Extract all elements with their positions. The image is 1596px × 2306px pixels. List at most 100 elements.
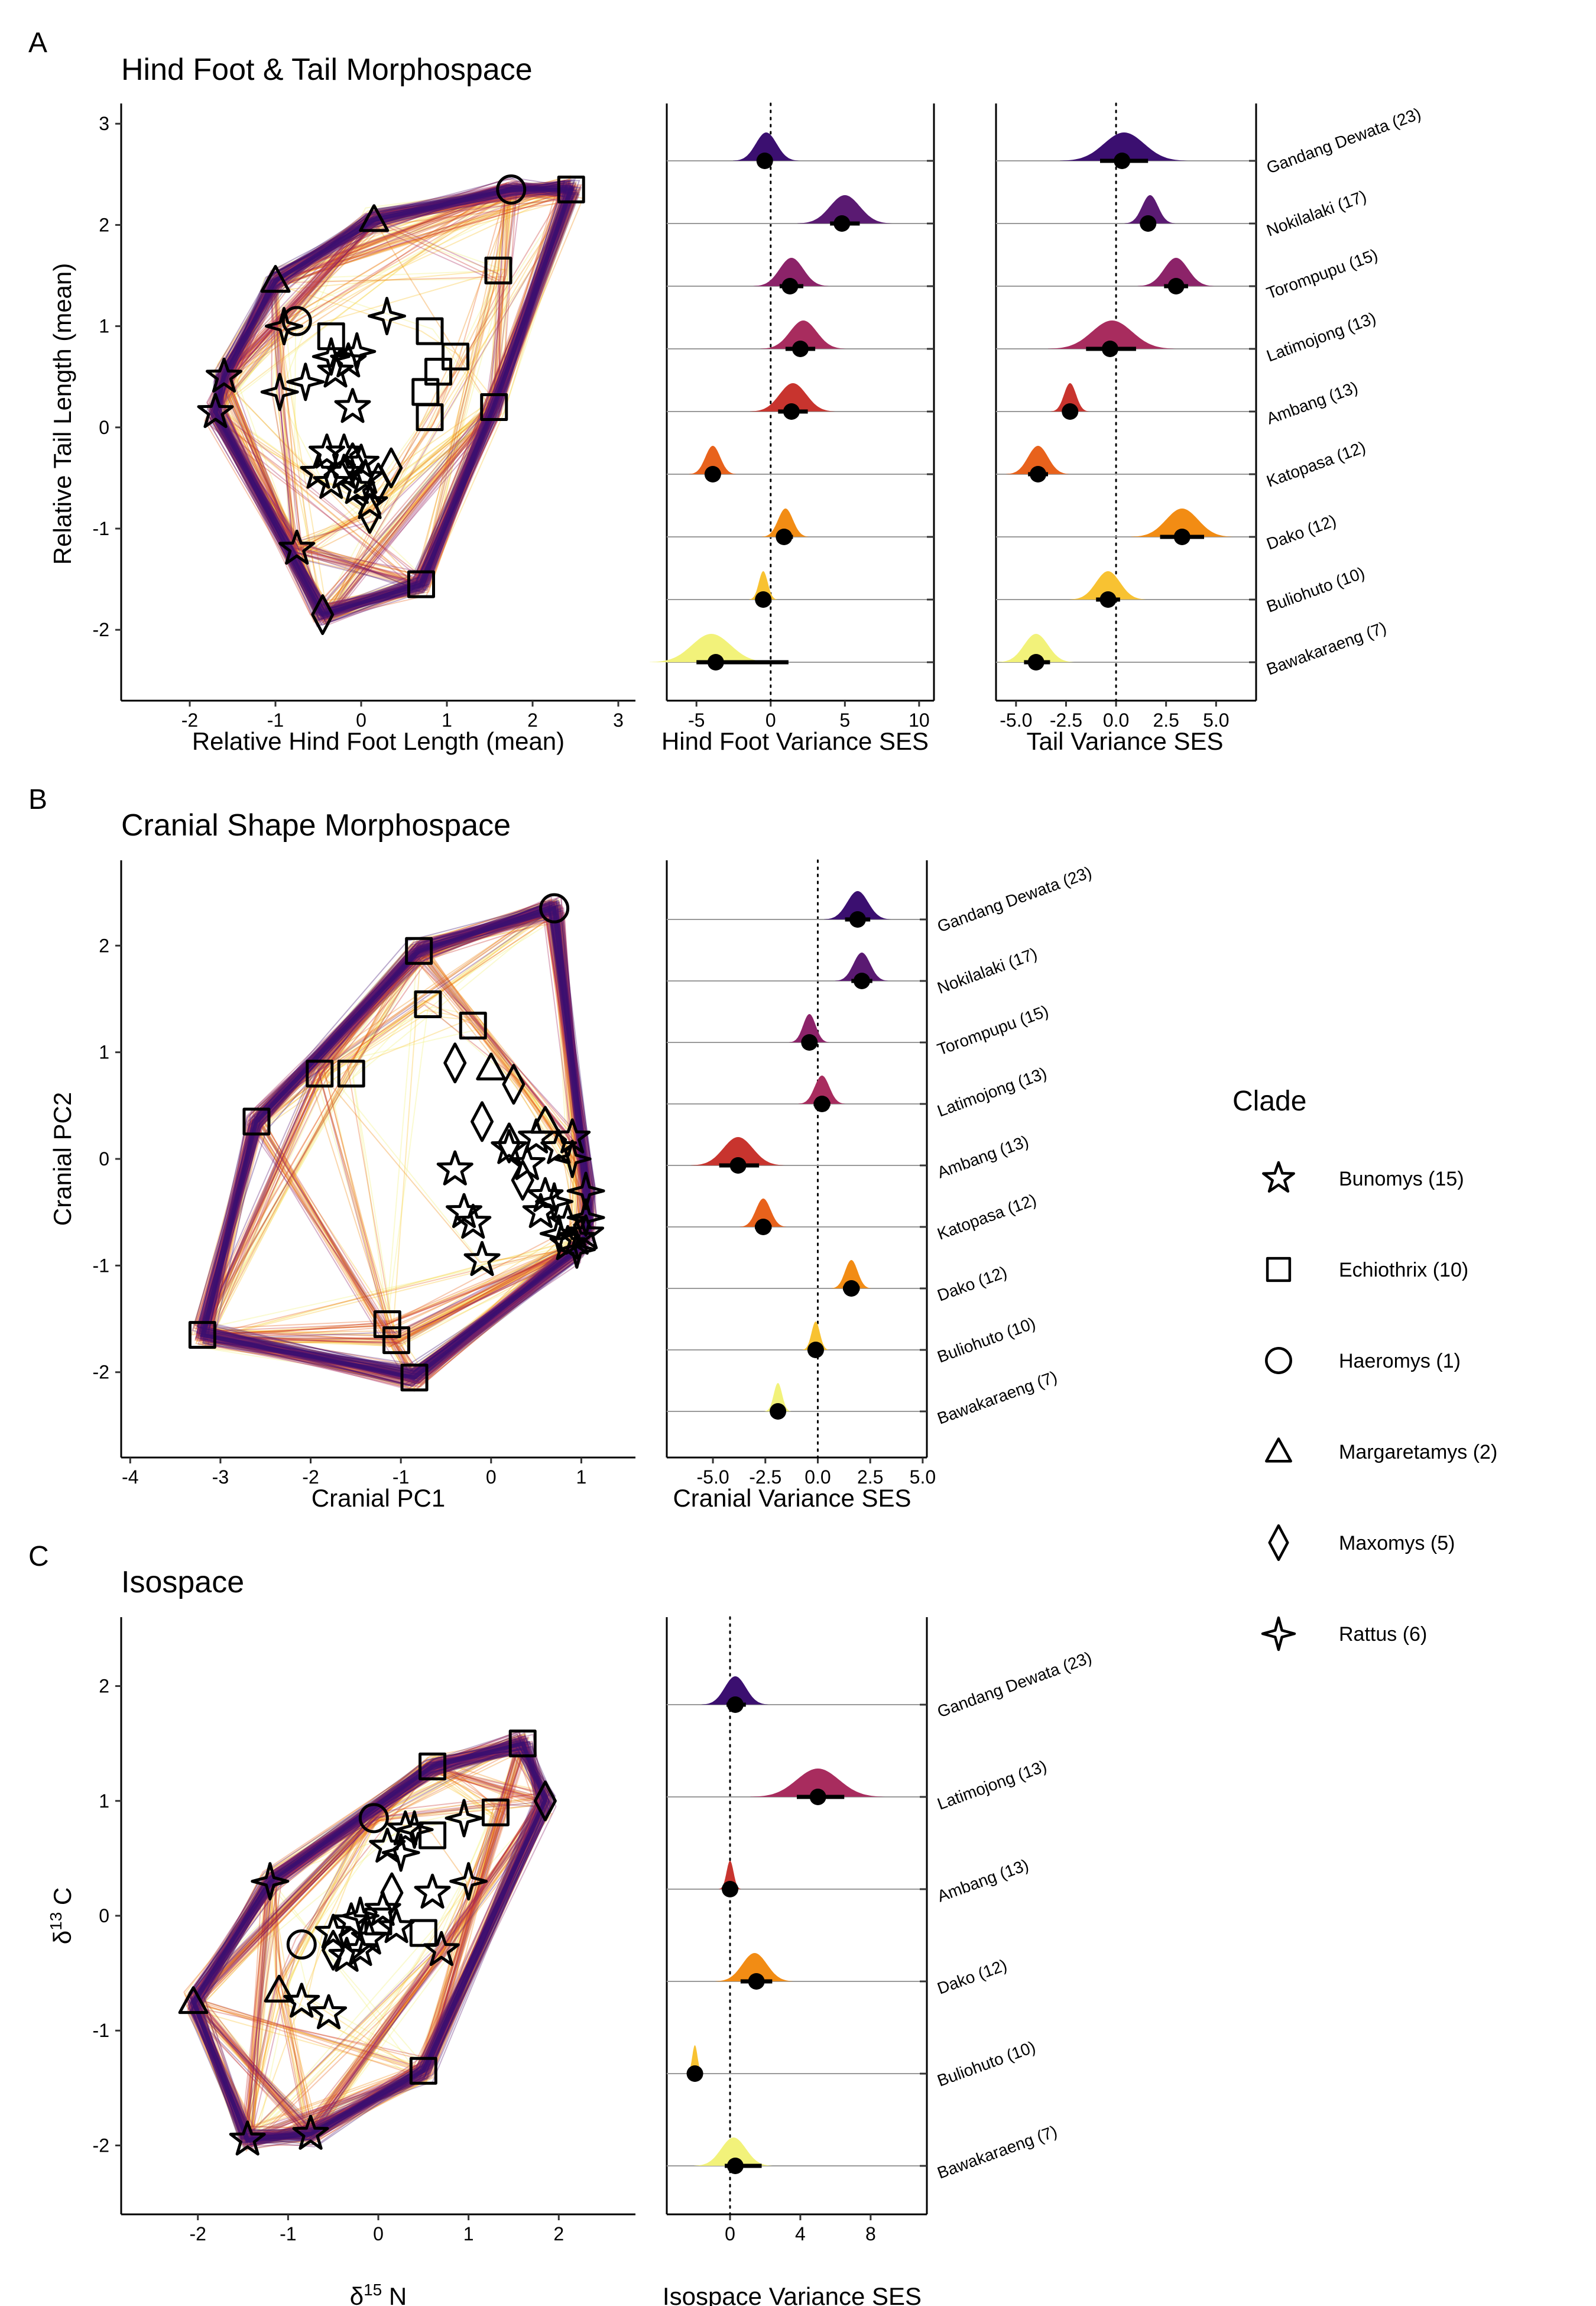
hull-line (189, 1796, 547, 2126)
hull-line (212, 270, 502, 614)
point-estimate (809, 1789, 826, 1805)
hull-line (212, 182, 570, 616)
x-tick-label: -1 (392, 1466, 409, 1488)
density-violin (750, 383, 836, 412)
hull-line (216, 186, 569, 617)
y-tick-label: 0 (99, 1905, 109, 1926)
hull-line (210, 179, 569, 611)
density-violin (739, 1199, 787, 1227)
hull-line (225, 183, 566, 583)
data-point-star5 (310, 1994, 348, 2029)
hull-line (202, 1738, 521, 2072)
data-point-star5 (292, 2114, 329, 2150)
y-tick-label: -2 (93, 619, 109, 640)
data-point-star5 (446, 1193, 482, 1228)
hull-line (218, 188, 576, 627)
x-tick-label: 10 (909, 710, 930, 731)
data-point-star4 (260, 373, 299, 412)
hull-line (216, 193, 570, 613)
point-estimate (781, 278, 799, 294)
hull-line (210, 189, 569, 613)
hull-line (199, 911, 592, 1340)
hull-line (251, 1743, 546, 2142)
density-violin (802, 1322, 829, 1350)
hull-line (194, 1734, 526, 2148)
data-point-star5 (522, 1193, 559, 1228)
title-isospace: Isospace (121, 1565, 244, 1599)
y-tick-label: 1 (99, 1790, 109, 1812)
density-violin (753, 258, 830, 286)
data-point-star5 (364, 1890, 401, 1926)
panel-label-c: C (28, 1541, 49, 1572)
hull-line (196, 1741, 547, 2146)
hull-line (207, 900, 591, 1381)
x-tick-label: 2 (553, 2223, 564, 2245)
data-point-triangle (260, 265, 291, 293)
hull-line (216, 192, 580, 610)
density-violin (719, 1861, 742, 1889)
data-point-diamond (497, 1122, 521, 1164)
hull-line (220, 197, 573, 607)
legend-marker-square (1266, 1256, 1292, 1282)
data-point-square (242, 1107, 271, 1136)
points-a (197, 174, 585, 635)
point-estimate (770, 1403, 787, 1420)
y-tick-label: 0 (99, 1148, 109, 1170)
x-tick-label: 2.5 (1153, 710, 1179, 731)
y-tick-label: -2 (93, 1362, 109, 1383)
x-tick-label: 2.5 (857, 1466, 883, 1488)
density-violin (691, 1137, 786, 1165)
hull-line (273, 1733, 527, 2071)
hull-line (188, 1804, 546, 2140)
hull-line (223, 186, 571, 607)
hull-line (190, 1737, 547, 2140)
data-point-star5 (328, 1936, 365, 1972)
x-tick-label: 8 (865, 2223, 876, 2245)
data-point-star5 (436, 1150, 473, 1186)
row-label: Dako (12) (935, 1262, 1009, 1304)
hull-line (200, 907, 590, 1376)
hull-line (211, 179, 566, 498)
row-label: Buliohuto (10) (935, 2038, 1037, 2090)
hull-line (220, 225, 507, 618)
x-tick-label: 5.0 (910, 1466, 936, 1488)
point-estimate (1173, 529, 1190, 545)
data-point-star5 (378, 1907, 415, 1944)
point-estimate (686, 2065, 703, 2082)
marks-layer (178, 132, 1296, 2174)
density-violin (824, 891, 891, 919)
hull-line (245, 1769, 506, 2137)
data-point-circle (281, 306, 312, 336)
hull-line (213, 187, 579, 556)
point-estimate (833, 215, 851, 232)
hull-line (209, 177, 580, 626)
hull-line (322, 919, 594, 1373)
hull-line (217, 187, 578, 614)
density-violin (760, 320, 846, 349)
ylabel-a-scatter: Relative Tail Length (mean) (48, 263, 76, 565)
data-point-square (414, 990, 442, 1018)
hull-line (194, 910, 592, 1375)
data-point-star5 (334, 388, 371, 423)
hull-line (212, 178, 577, 618)
hull-line (209, 186, 572, 615)
point-estimate (729, 1157, 747, 1174)
violins-a-hindfoot (649, 132, 893, 671)
hull-line (271, 1745, 546, 2071)
data-point-star4 (395, 1810, 434, 1849)
hull-line (259, 917, 578, 1345)
data-point-star5 (491, 1129, 528, 1164)
hull-line (199, 902, 581, 1378)
data-point-star5 (347, 458, 384, 494)
hull-line (245, 1743, 548, 2143)
data-point-star5 (518, 1118, 555, 1154)
legend-markers (1261, 1161, 1296, 1651)
point-estimate (1167, 278, 1185, 294)
data-point-square (373, 1310, 401, 1339)
hull-line (307, 908, 579, 1378)
data-point-square (409, 2056, 437, 2085)
hull-line (220, 187, 518, 623)
data-point-star5 (313, 464, 350, 499)
hull-line (200, 906, 590, 1377)
data-point-star5 (508, 1145, 546, 1180)
